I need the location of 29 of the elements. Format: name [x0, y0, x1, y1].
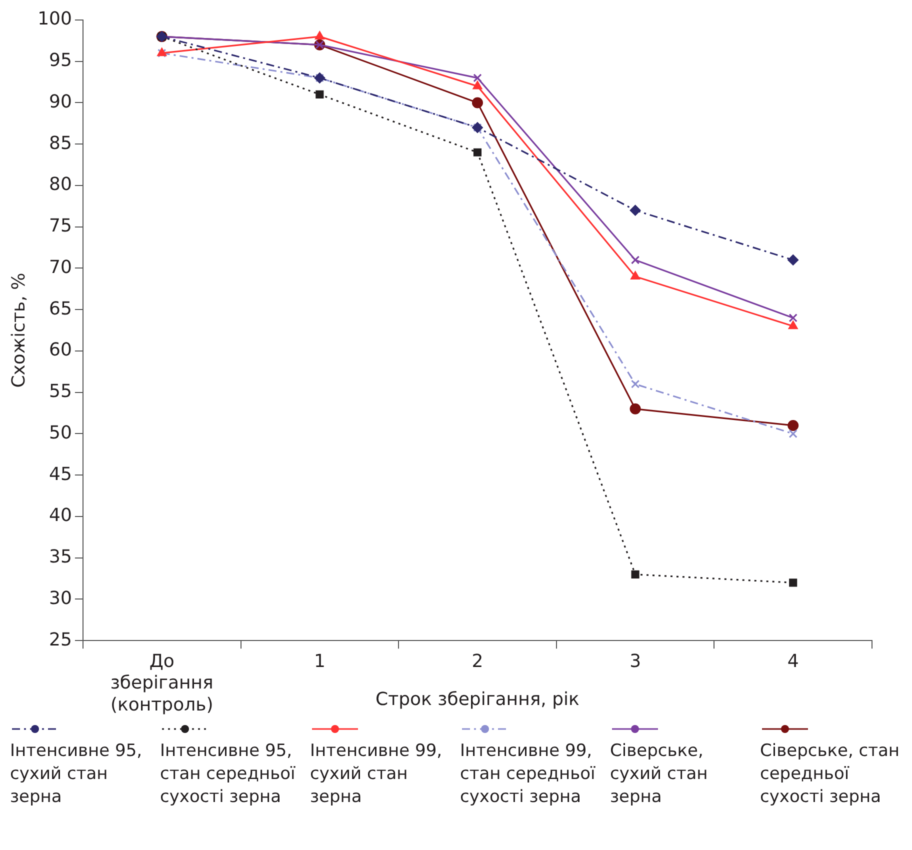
y-tick-label: 45	[49, 464, 72, 485]
y-tick-label: 75	[49, 216, 72, 237]
y-tick-label: 30	[49, 588, 72, 609]
legend-label: Інтенсивне 95, сухий стан зерна	[10, 740, 144, 809]
x-tick-label: До зберігання (контроль)	[110, 651, 214, 716]
y-tick-label: 90	[49, 91, 72, 112]
x-tick-label: 2	[472, 651, 484, 672]
y-tick-label: 80	[49, 174, 72, 196]
y-tick-label: 35	[49, 546, 72, 568]
y-axis-title: Схожість, %	[8, 272, 30, 388]
y-tick-label: 40	[49, 505, 72, 526]
legend-label: Інтенсивне 99, сухий стан зерна	[310, 740, 444, 809]
y-tick-label: 65	[49, 298, 72, 320]
legend-label: Інтенсивне 99, стан середньої сухості зерна	[460, 740, 596, 809]
legend-label: Сіверське, сухий стан зерна	[610, 740, 709, 809]
y-tick-label: 25	[49, 629, 72, 650]
y-tick-label: 85	[49, 132, 72, 154]
y-tick-label: 55	[49, 381, 72, 402]
legend-label: Інтенсивне 95, стан середньої сухості зерна	[160, 740, 296, 809]
x-tick-label: 3	[630, 651, 642, 672]
y-tick-label: 95	[49, 50, 72, 72]
x-tick-label: 4	[787, 651, 799, 672]
x-tick-label: 1	[314, 651, 326, 672]
y-tick-label: 100	[38, 8, 72, 30]
y-tick-label: 70	[49, 256, 72, 278]
y-tick-label: 50	[49, 422, 72, 444]
y-tick-label: 60	[49, 340, 72, 361]
x-axis-title: Строк зберігання, рік	[376, 688, 580, 710]
legend-label: Сіверське, стан середньої сухості зерна	[760, 740, 901, 809]
